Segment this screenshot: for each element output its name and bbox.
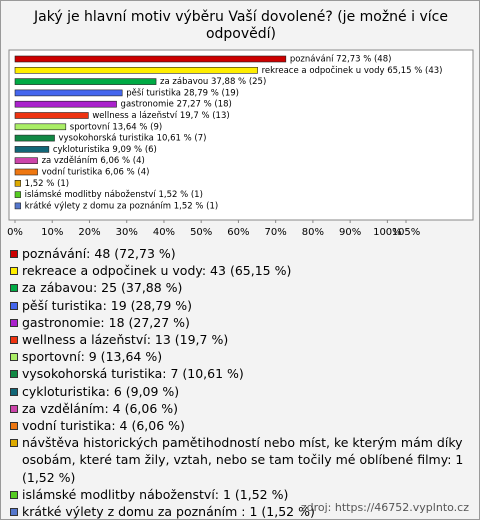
legend-label: wellness a lázeňství: 13 (19,7 %) — [22, 332, 229, 348]
legend-label: za vzděláním: 4 (6,06 %) — [22, 400, 179, 416]
legend-label: islámské modlitby náboženství: 1 (1,52 %… — [22, 486, 289, 502]
legend-item: cykloturistika: 6 (9,09 %) — [9, 383, 471, 400]
legend-swatch — [10, 318, 18, 327]
x-tick-label: 105% — [392, 227, 421, 238]
legend-swatch — [10, 284, 18, 293]
legend-label: sportovní: 9 (13,64 %) — [22, 349, 163, 365]
legend-item: za vzděláním: 4 (6,06 %) — [9, 400, 471, 417]
value-label: za vzděláním 6,06 % (4) — [42, 156, 145, 166]
legend-swatch — [10, 422, 18, 431]
bar — [14, 112, 89, 119]
legend-item: vodní turistika: 4 (6,06 %) — [9, 417, 471, 434]
value-label: vysokohorská turistika 10,61 % (7) — [59, 134, 207, 144]
value-label: rekreace a odpočinek u vody 65,15 % (43) — [262, 65, 443, 76]
legend-swatch — [10, 508, 18, 517]
value-label: sportovní 13,64 % (9) — [70, 122, 162, 132]
value-label: za zábavou 37,88 % (25) — [160, 77, 266, 87]
legend-swatch — [10, 404, 18, 413]
legend-item: rekreace a odpočinek u vody: 43 (65,15 %… — [9, 262, 471, 279]
value-label: vodní turistika 6,06 % (4) — [42, 168, 150, 178]
bar — [14, 180, 21, 187]
legend-swatch — [10, 490, 18, 499]
value-label: wellness a lázeňství 19,7 % (13) — [92, 110, 229, 121]
x-tick-label: 30% — [116, 227, 138, 238]
legend-swatch — [10, 387, 18, 396]
bar — [14, 89, 123, 97]
legend-item: poznávání: 48 (72,73 %) — [9, 245, 471, 262]
legend-label: pěší turistika: 19 (28,79 %) — [22, 297, 193, 313]
legend-label: vodní turistika: 4 (6,06 %) — [22, 418, 185, 434]
x-tick-label: 70% — [265, 227, 287, 238]
legend-label: za zábavou: 25 (37,88 %) — [22, 280, 183, 296]
legend-label: návštěva historických pamětihodností neb… — [22, 435, 464, 485]
bar — [14, 146, 50, 153]
bar — [14, 168, 38, 176]
bar — [14, 100, 117, 108]
legend-label: cykloturistika: 6 (9,09 %) — [22, 383, 180, 399]
value-label: gastronomie 27,27 % (18) — [121, 100, 232, 110]
value-label: cykloturistika 9,09 % (6) — [53, 145, 157, 155]
bar — [14, 78, 157, 85]
x-tick-label: 50% — [190, 227, 212, 238]
bar — [14, 123, 67, 131]
legend-item: návštěva historických pamětihodností neb… — [9, 434, 471, 486]
bar — [14, 55, 287, 63]
source-note: zdroj: https://46752.vyplnto.cz — [300, 501, 469, 514]
legend-label: gastronomie: 18 (27,27 %) — [22, 314, 190, 330]
x-tick-label: 0% — [7, 227, 23, 238]
legend-swatch — [10, 439, 18, 448]
chart-title: Jaký je hlavní motiv výběru Vaší dovolen… — [34, 9, 448, 42]
value-label: pěší turistika 28,79 % (19) — [126, 87, 239, 98]
legend-item: krátké výlety z domu za poznáním : 1 (1,… — [9, 503, 471, 520]
x-tick-label: 100% — [373, 227, 402, 238]
x-tick-label: 10% — [41, 227, 63, 238]
legend-item: pěší turistika: 19 (28,79 %) — [9, 297, 471, 314]
x-tick-label: 20% — [78, 227, 100, 238]
legend-swatch — [10, 301, 18, 310]
bar — [14, 134, 55, 142]
legend-item: za zábavou: 25 (37,88 %) — [9, 279, 471, 296]
legend-swatch — [10, 250, 18, 258]
legend-item: sportovní: 9 (13,64 %) — [9, 348, 471, 365]
value-label: krátké výlety z domu za poznáním 1,52 % … — [25, 200, 219, 211]
chart: 0% 10% 20% 30% 40% 50% 60% 70% 80% 90% 100%105% poz… — [7, 49, 474, 238]
x-tick-label: 40% — [153, 227, 175, 238]
legend-label: vysokohorská turistika: 7 (10,61 %) — [22, 366, 244, 382]
legend-swatch — [10, 353, 18, 362]
legend-swatch — [10, 267, 18, 276]
legend: poznávání: 48 (72,73 %) rekreace a odpoči… — [9, 245, 471, 520]
legend-label: rekreace a odpočinek u vody: 43 (65,15 %… — [22, 263, 292, 279]
legend-swatch — [10, 336, 18, 345]
bar — [14, 202, 21, 210]
value-label: 1,52 % (1) — [25, 179, 69, 189]
value-label: poznávání 72,73 % (48) — [290, 55, 392, 65]
legend-item: gastronomie: 18 (27,27 %) — [9, 314, 471, 331]
legend-item: wellness a lázeňství: 13 (19,7 %) — [9, 331, 471, 348]
bar — [14, 157, 38, 164]
bar — [14, 67, 258, 74]
bar — [14, 191, 21, 198]
x-tick-label: 90% — [339, 227, 361, 238]
x-tick-label: 60% — [227, 227, 249, 238]
value-label: islámské modlitby náboženství 1,52 % (1) — [25, 189, 203, 200]
x-tick-label: 80% — [302, 227, 324, 238]
legend-item: vysokohorská turistika: 7 (10,61 %) — [9, 365, 471, 382]
legend-label: poznávání: 48 (72,73 %) — [22, 246, 176, 261]
legend-swatch — [10, 370, 18, 379]
legend-label: krátké výlety z domu za poznáním : 1 (1,… — [22, 504, 315, 520]
legend-item: islámské modlitby náboženství: 1 (1,52 %… — [9, 486, 471, 503]
